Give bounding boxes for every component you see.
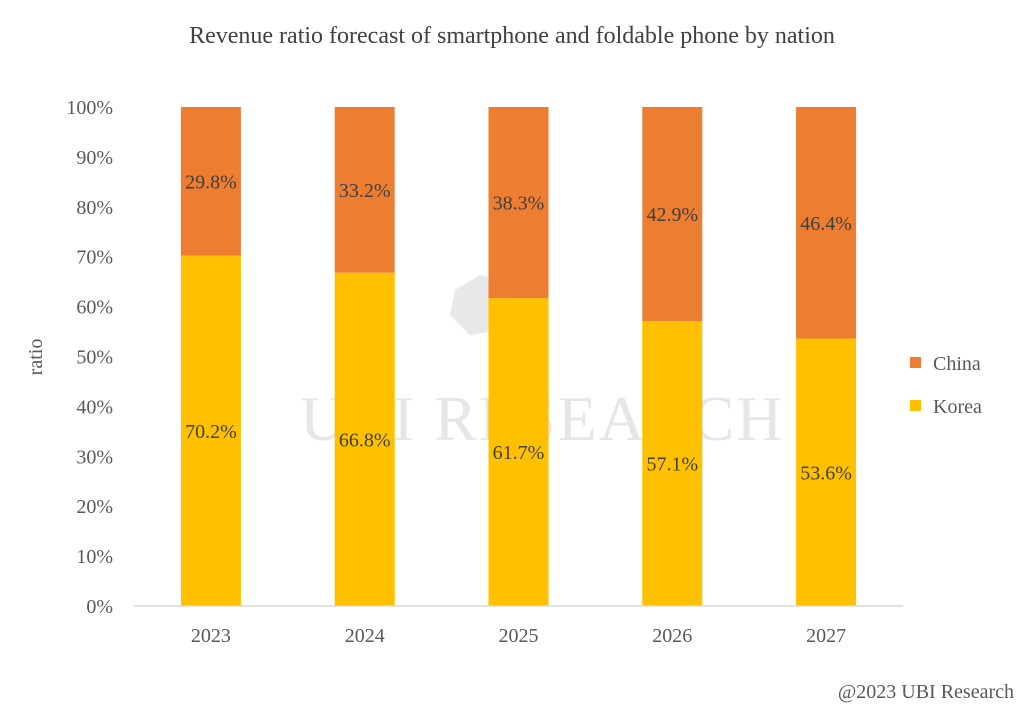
y-tick-label: 60%	[76, 297, 113, 319]
data-label-china-2027: 46.4%	[800, 213, 852, 235]
y-tick-label: 20%	[76, 496, 113, 518]
copyright-credit: @2023 UBI Research	[838, 681, 1014, 703]
y-tick-label: 10%	[76, 546, 113, 568]
bar-korea-2026	[642, 321, 703, 606]
bar-korea-2023	[180, 255, 241, 606]
data-label-korea-2025: 61.7%	[493, 442, 545, 464]
legend-item-korea: Korea	[910, 396, 982, 418]
y-tick-label: 40%	[76, 396, 113, 418]
bar-china-2026	[642, 107, 703, 322]
x-tick-label: 2024	[345, 625, 385, 647]
y-tick-label: 100%	[66, 97, 113, 119]
legend-item-china: China	[910, 353, 981, 375]
bar-korea-2024	[334, 272, 395, 606]
chart-title: Revenue ratio forecast of smartphone and…	[189, 23, 835, 49]
bar-korea-2025	[488, 298, 549, 606]
x-axis-ticks: 2023 2024 2025 2026 2027	[191, 625, 846, 647]
data-label-korea-2026: 57.1%	[646, 454, 698, 476]
y-tick-label: 30%	[76, 446, 113, 468]
legend-label-china: China	[933, 353, 981, 375]
y-tick-label: 50%	[76, 347, 113, 369]
data-label-korea-2027: 53.6%	[800, 462, 852, 484]
legend-swatch-korea	[910, 400, 921, 411]
data-label-china-2024: 33.2%	[339, 180, 391, 202]
data-label-china-2025: 38.3%	[493, 193, 545, 215]
y-tick-label: 0%	[86, 596, 113, 618]
data-label-china-2026: 42.9%	[646, 204, 698, 226]
data-label-china-2023: 29.8%	[185, 171, 237, 193]
x-tick-label: 2027	[806, 625, 846, 647]
bar-china-2025	[488, 107, 549, 299]
y-tick-label: 70%	[76, 247, 113, 269]
x-tick-label: 2025	[499, 625, 539, 647]
data-labels: 70.2% 29.8% 66.8% 33.2% 61.7% 38.3% 57.1% 42.9%…	[185, 171, 852, 484]
bars	[180, 107, 857, 606]
legend-label-korea: Korea	[933, 396, 982, 418]
y-tick-label: 80%	[76, 197, 113, 219]
y-axis-ticks: 0% 10% 20% 30% 40% 50% 60% 70% 80% 90% 100%	[66, 97, 113, 618]
bar-korea-2027	[796, 338, 857, 606]
data-label-korea-2024: 66.8%	[339, 429, 391, 451]
x-tick-label: 2026	[652, 625, 692, 647]
bar-china-2023	[180, 107, 241, 256]
y-tick-label: 90%	[76, 147, 113, 169]
legend: China Korea	[910, 353, 982, 418]
x-tick-label: 2023	[191, 625, 231, 647]
data-label-korea-2023: 70.2%	[185, 421, 237, 443]
y-axis-label: ratio	[25, 339, 47, 376]
bar-china-2027	[796, 107, 857, 339]
legend-swatch-china	[910, 357, 921, 368]
bar-china-2024	[334, 107, 395, 273]
